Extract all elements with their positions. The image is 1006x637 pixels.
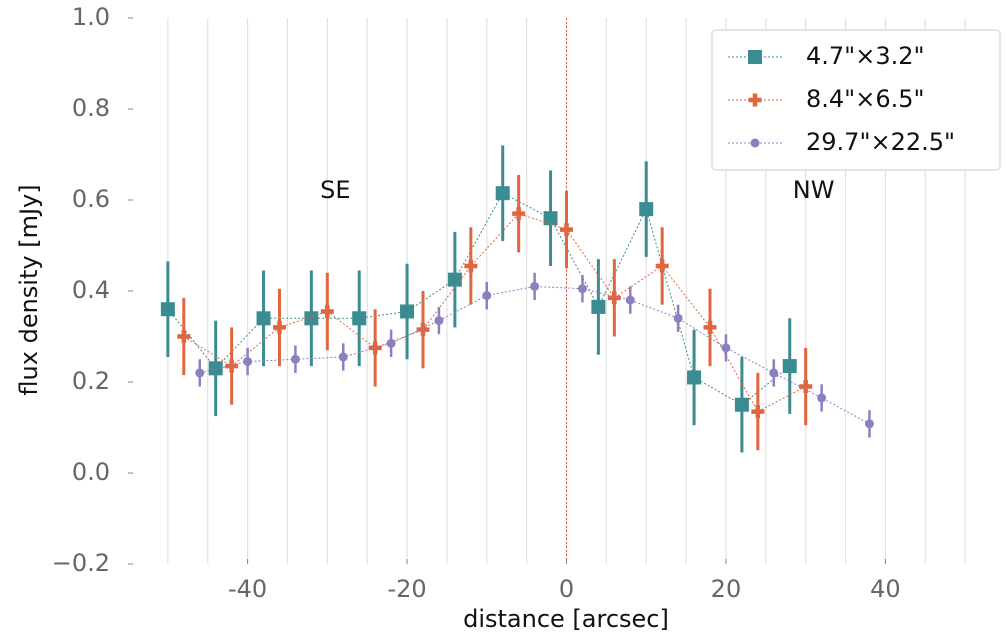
annotation: SE xyxy=(320,176,350,204)
marker xyxy=(512,207,526,221)
x-tick-label: 20 xyxy=(711,575,742,603)
series xyxy=(195,272,874,438)
marker xyxy=(530,281,540,291)
marker xyxy=(177,330,191,343)
y-tick-label: 0.0 xyxy=(72,458,110,486)
marker xyxy=(160,302,175,317)
legend-marker xyxy=(748,93,762,107)
series xyxy=(177,174,813,451)
marker xyxy=(447,272,462,287)
series xyxy=(160,145,797,453)
x-tick-label: 0 xyxy=(559,575,574,603)
legend-label: 29.7"×22.5" xyxy=(806,128,955,156)
marker xyxy=(687,370,702,385)
marker xyxy=(639,202,654,217)
x-tick-label: -40 xyxy=(228,575,267,603)
marker xyxy=(625,295,635,305)
series-line xyxy=(167,192,791,406)
marker xyxy=(655,259,669,273)
marker xyxy=(703,320,717,334)
y-axis-label: flux density [mJy] xyxy=(15,184,43,395)
series-line xyxy=(199,285,870,425)
marker xyxy=(386,338,396,348)
y-tick-label: 0.4 xyxy=(72,276,110,304)
x-tick-label: -20 xyxy=(387,575,426,603)
marker xyxy=(290,354,300,364)
legend-label: 4.7"×3.2" xyxy=(806,42,925,70)
marker xyxy=(304,311,319,326)
marker xyxy=(817,393,827,403)
legend-label: 8.4"×6.5" xyxy=(806,85,925,113)
marker xyxy=(352,311,367,326)
marker xyxy=(416,323,430,337)
marker xyxy=(400,304,415,319)
marker xyxy=(543,211,558,226)
marker xyxy=(195,368,205,378)
marker xyxy=(338,352,348,362)
legend-box xyxy=(711,29,1001,171)
x-tick-label: 40 xyxy=(870,575,901,603)
marker xyxy=(482,291,492,301)
marker xyxy=(799,380,813,394)
marker xyxy=(256,311,271,326)
annotation: NW xyxy=(793,176,835,204)
marker xyxy=(734,397,749,412)
marker xyxy=(495,186,510,201)
y-tick-label: 0.8 xyxy=(72,94,110,122)
marker xyxy=(769,368,779,378)
marker xyxy=(577,284,587,294)
marker xyxy=(434,316,444,326)
y-tick-label: 1.0 xyxy=(72,3,110,31)
legend: 4.7"×3.2" 8.4"×6.5" 29.7"×22.5" xyxy=(711,29,1001,171)
marker xyxy=(864,419,874,429)
marker xyxy=(243,357,253,367)
marker xyxy=(560,223,573,237)
marker xyxy=(320,304,334,318)
marker xyxy=(607,291,621,305)
marker xyxy=(272,320,286,334)
x-axis-label: distance [arcsec] xyxy=(463,605,669,633)
marker xyxy=(591,299,606,314)
y-tick-label: −0.2 xyxy=(52,549,110,577)
marker xyxy=(368,341,382,355)
legend-marker xyxy=(750,138,760,148)
legend-marker xyxy=(748,50,762,64)
marker xyxy=(464,259,478,273)
marker xyxy=(721,343,731,353)
marker xyxy=(751,405,765,419)
series-line xyxy=(183,213,806,413)
marker xyxy=(208,361,223,376)
marker xyxy=(782,359,797,374)
y-tick-label: 0.6 xyxy=(72,185,110,213)
marker xyxy=(673,313,683,323)
y-tick-label: 0.2 xyxy=(72,367,110,395)
